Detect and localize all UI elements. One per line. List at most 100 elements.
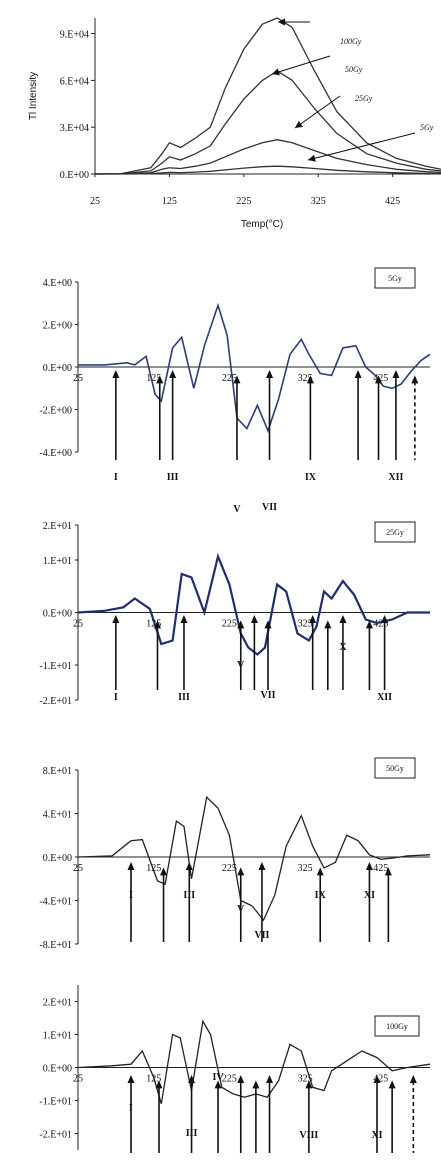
x-tick-label: 125 xyxy=(146,863,161,874)
y-tick-label: 4.E+00 xyxy=(43,278,72,289)
y-tick-label: 4.E+01 xyxy=(43,810,72,821)
peak-label: IX xyxy=(305,472,317,483)
x-tick-label: 225 xyxy=(222,863,237,874)
peak-arrow-head xyxy=(188,1075,196,1083)
series-arrow xyxy=(294,95,341,129)
peak-arrow-head xyxy=(339,615,347,623)
series-line-100Gy xyxy=(94,17,441,175)
peak-label: XI xyxy=(371,1130,382,1141)
x-tick-label: 325 xyxy=(298,619,313,630)
legend-label: 25Gy xyxy=(386,528,404,537)
y-tick-label: 9.E+04 xyxy=(60,30,89,41)
series-label-50Gy: 50Gy xyxy=(345,65,363,74)
legend-box xyxy=(374,521,416,543)
series-line-5Gy xyxy=(95,165,441,175)
peak-label: III xyxy=(186,1128,198,1139)
peak-arrow-head xyxy=(250,615,258,623)
y-tick-label: 6.E+04 xyxy=(60,76,89,87)
peak-arrow-head xyxy=(306,375,314,384)
peak-arrow-head xyxy=(180,615,188,623)
legend-label: 50Gy xyxy=(386,764,404,773)
x-tick-label: 225 xyxy=(222,619,237,630)
peak-arrow-head xyxy=(373,1075,381,1083)
y-tick-label: 0.E+00 xyxy=(60,170,89,181)
peak-label: I xyxy=(129,890,133,901)
peak-arrow-head xyxy=(156,375,164,384)
y-tick-label: -1.E+01 xyxy=(39,1097,72,1108)
series-arrow-head xyxy=(308,154,316,162)
y-tick-label: -1.E+01 xyxy=(39,661,72,672)
peak-label: XII xyxy=(388,472,403,483)
x-tick-label: 425 xyxy=(373,373,388,384)
peak-arrow-head xyxy=(354,370,362,378)
peak-label: VII xyxy=(254,930,269,941)
x-tick-label: 225 xyxy=(222,373,237,384)
x-tick-label: 225 xyxy=(222,1074,237,1085)
peak-arrow-head xyxy=(365,862,373,870)
x-tick-label: 125 xyxy=(162,196,177,207)
peak-arrow-head xyxy=(392,370,400,378)
x-tick-label: 25 xyxy=(73,373,83,384)
peak-label: V xyxy=(237,660,245,671)
y-tick-label: 1.E+01 xyxy=(43,1031,72,1042)
y-tick-label: -8.E+01 xyxy=(39,940,72,951)
peak-arrow-head xyxy=(388,1080,396,1089)
x-tick-label: 325 xyxy=(311,196,326,207)
legend-box xyxy=(374,757,416,779)
x-axis-title: Temp(°C) xyxy=(241,219,283,230)
peak-label: IX xyxy=(315,890,327,901)
x-tick-label: 425 xyxy=(373,619,388,630)
peak-label: XII xyxy=(377,692,392,703)
peak-arrow-head xyxy=(411,375,419,384)
glow-curve-panel: 0.E+00 3.E+04 6.E+04 9.E+04 25 125 225 325 425 Te… xyxy=(28,17,441,230)
peak-arrow-head xyxy=(409,1075,417,1083)
y-tick-label: -2.E+01 xyxy=(39,696,72,707)
x-tick-label: 225 xyxy=(236,196,251,207)
peak-arrow-head xyxy=(324,620,332,629)
series-arrow-head xyxy=(295,120,303,128)
derivative-panel-50Gy: 8.E+01 4.E+01 0.E+00 -4.E+01 -8.E+01 25 125 225… xyxy=(39,757,431,951)
y-tick-label: 0.E+00 xyxy=(43,1064,72,1075)
peak-arrow-head xyxy=(160,867,168,876)
peak-label: III xyxy=(183,890,195,901)
x-tick-label: 425 xyxy=(385,196,400,207)
y-tick-label: 0.E+00 xyxy=(43,363,72,374)
series-label-5Gy: 5Gy xyxy=(420,123,434,132)
peak-arrow-head xyxy=(237,620,245,629)
peak-arrow-head xyxy=(237,867,245,876)
peak-label: VIII xyxy=(299,1130,318,1141)
series-line-25Gy xyxy=(94,139,441,175)
series-line-50Gy xyxy=(94,70,441,175)
peak-arrow-head xyxy=(384,867,392,876)
legend-label: 5Gy xyxy=(388,274,402,283)
y-tick-label: 1.E+01 xyxy=(43,556,72,567)
peak-arrow-head xyxy=(169,370,177,378)
x-tick-label: 25 xyxy=(90,196,100,207)
peak-arrow-head xyxy=(155,1080,163,1089)
x-tick-label: 25 xyxy=(73,1074,83,1085)
y-tick-label: 8.E+01 xyxy=(43,766,72,777)
peak-label: VII xyxy=(262,502,277,513)
peak-arrow-head xyxy=(381,615,389,623)
x-tick-label: 325 xyxy=(298,863,313,874)
legend-box xyxy=(374,267,416,289)
peak-arrow-head xyxy=(375,375,383,384)
peak-arrow-head xyxy=(266,370,274,378)
derivative-curve xyxy=(77,552,430,656)
series-label-100Gy: 100Gy xyxy=(340,37,362,46)
series-arrow xyxy=(307,132,416,161)
y-tick-label: 0.E+00 xyxy=(43,853,72,864)
y-tick-label: -4.E+01 xyxy=(39,897,72,908)
x-tick-label: 425 xyxy=(373,863,388,874)
y-tick-label: 3.E+04 xyxy=(60,123,89,134)
peak-label: I xyxy=(129,1103,133,1114)
peak-arrow-head xyxy=(153,620,161,629)
x-tick-label: 425 xyxy=(373,1074,388,1085)
derivative-curve xyxy=(77,1019,431,1104)
peak-label: IV xyxy=(212,1072,224,1083)
series-arrow xyxy=(271,55,331,75)
series-label-25Gy: 25Gy xyxy=(355,94,373,103)
